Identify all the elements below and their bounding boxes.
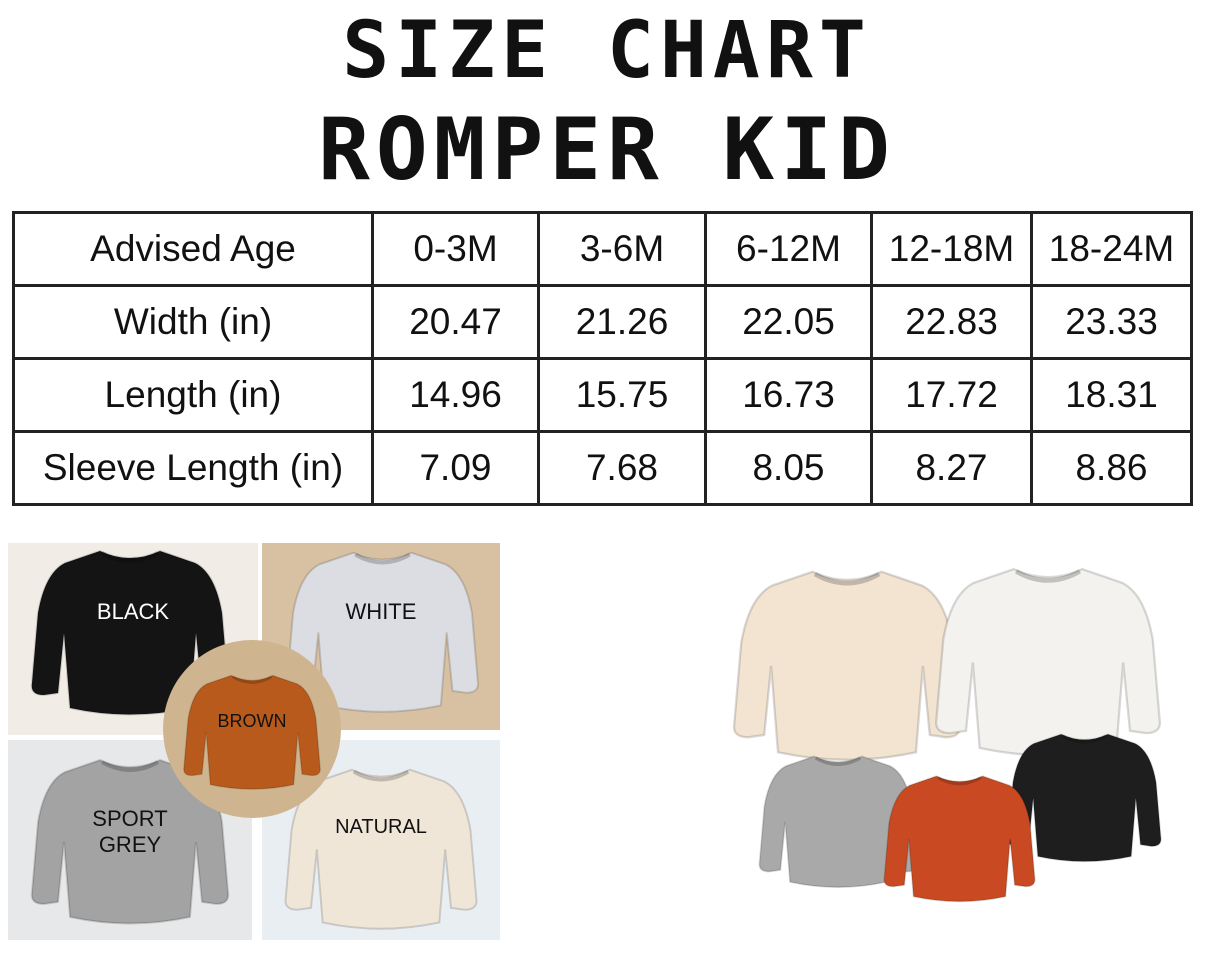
size-header: 18-24M bbox=[1030, 211, 1193, 287]
table-cell: 17.72 bbox=[870, 357, 1033, 433]
table-cell: 22.05 bbox=[704, 284, 873, 360]
table-row: Length (in) 14.96 15.75 16.73 17.72 18.3… bbox=[12, 357, 1193, 433]
title-romper-kid: ROMPER KID bbox=[318, 100, 896, 200]
size-table: Advised Age 0-3M 3-6M 6-12M 12-18M 18-24… bbox=[12, 211, 1193, 506]
table-row: Sleeve Length (in) 7.09 7.68 8.05 8.27 8… bbox=[12, 430, 1193, 506]
table-cell: 22.83 bbox=[870, 284, 1033, 360]
size-header: 12-18M bbox=[870, 211, 1033, 287]
size-header: 3-6M bbox=[537, 211, 707, 287]
table-cell: 8.05 bbox=[704, 430, 873, 506]
color-label-natural: NATURAL bbox=[335, 816, 427, 838]
row-label: Sleeve Length (in) bbox=[12, 430, 374, 506]
table-cell: 8.27 bbox=[870, 430, 1033, 506]
table-header-row: Advised Age 0-3M 3-6M 6-12M 12-18M 18-24… bbox=[12, 211, 1193, 287]
table-cell: 16.73 bbox=[704, 357, 873, 433]
table-cell: 15.75 bbox=[537, 357, 707, 433]
header-label: Advised Age bbox=[12, 211, 374, 287]
orange-sweatshirt-image bbox=[872, 770, 1047, 908]
photo-grey-romper: SPORT GREY bbox=[8, 740, 252, 940]
row-label: Length (in) bbox=[12, 357, 374, 433]
color-label-brown: BROWN bbox=[217, 711, 287, 731]
table-cell: 7.68 bbox=[537, 430, 707, 506]
table-cell: 21.26 bbox=[537, 284, 707, 360]
size-header: 0-3M bbox=[371, 211, 540, 287]
color-label-white: WHITE bbox=[345, 599, 417, 624]
table-cell: 14.96 bbox=[371, 357, 540, 433]
color-label-black: BLACK bbox=[96, 599, 170, 624]
row-label: Width (in) bbox=[12, 284, 374, 360]
table-cell: 23.33 bbox=[1030, 284, 1193, 360]
photo-black-romper: BLACK bbox=[8, 543, 258, 735]
label-line: GREY bbox=[98, 832, 162, 857]
size-header: 6-12M bbox=[704, 211, 873, 287]
table-row: Width (in) 20.47 21.26 22.05 22.83 23.33 bbox=[12, 284, 1193, 360]
table-cell: 8.86 bbox=[1030, 430, 1193, 506]
photo-brown-romper: BROWN bbox=[163, 640, 341, 818]
label-line: SPORT bbox=[92, 806, 168, 831]
color-label-sport-grey: SPORT GREY bbox=[8, 806, 252, 858]
title-size-chart: SIZE CHART bbox=[342, 6, 872, 96]
table-cell: 7.09 bbox=[371, 430, 540, 506]
table-cell: 18.31 bbox=[1030, 357, 1193, 433]
table-cell: 20.47 bbox=[371, 284, 540, 360]
